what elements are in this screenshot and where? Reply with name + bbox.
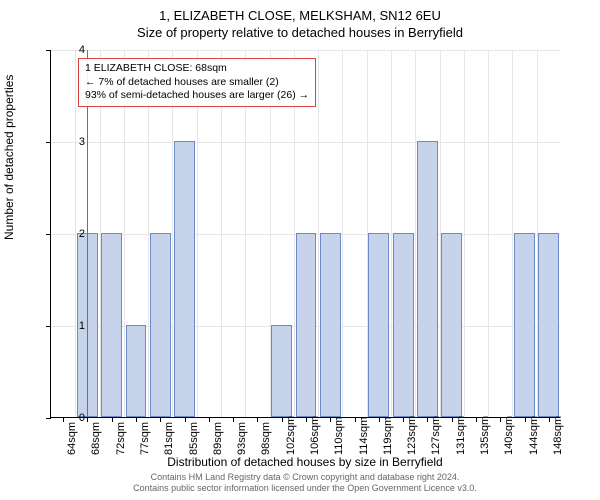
- x-tick-label: 81sqm: [163, 422, 175, 455]
- bar: [514, 233, 535, 417]
- y-tick-label: 3: [79, 136, 85, 148]
- bar: [538, 233, 559, 417]
- bar: [296, 233, 317, 417]
- bar: [174, 141, 195, 417]
- x-tick-label: 114sqm: [358, 417, 370, 455]
- x-tick-label: 89sqm: [212, 422, 224, 455]
- x-tick-label: 140sqm: [503, 416, 515, 455]
- title-main: 1, ELIZABETH CLOSE, MELKSHAM, SN12 6EU: [0, 0, 600, 23]
- y-tick-label: 0: [79, 412, 85, 424]
- x-tick-label: 127sqm: [430, 416, 442, 455]
- bar: [320, 233, 341, 417]
- x-axis-label: Distribution of detached houses by size …: [50, 455, 560, 469]
- x-tick-label: 98sqm: [260, 422, 272, 455]
- y-tick-label: 4: [79, 44, 85, 56]
- chart-container: 1, ELIZABETH CLOSE, MELKSHAM, SN12 6EU S…: [0, 0, 600, 500]
- x-tick-label: 144sqm: [528, 416, 540, 455]
- info-line-3: 93% of semi-detached houses are larger (…: [85, 89, 309, 103]
- bar: [101, 233, 122, 417]
- bar: [271, 325, 292, 417]
- x-tick-label: 119sqm: [382, 417, 394, 455]
- x-tick-label: 110sqm: [333, 417, 345, 455]
- x-tick-label: 123sqm: [406, 416, 418, 455]
- y-tick-label: 2: [79, 228, 85, 240]
- gridline-v: [342, 50, 343, 417]
- x-tick-label: 131sqm: [455, 416, 467, 455]
- title-subtitle: Size of property relative to detached ho…: [0, 23, 600, 40]
- footer-line-1: Contains HM Land Registry data © Crown c…: [50, 472, 560, 483]
- gridline-v: [488, 50, 489, 417]
- x-tick-label: 72sqm: [115, 422, 127, 455]
- gridline-h: [51, 142, 560, 143]
- info-box: 1 ELIZABETH CLOSE: 68sqm ← 7% of detache…: [78, 58, 316, 107]
- x-tick-label: 102sqm: [285, 416, 297, 455]
- x-tick-label: 77sqm: [139, 422, 151, 455]
- y-axis-label: Number of detached properties: [2, 75, 16, 240]
- bar: [441, 233, 462, 417]
- x-tick-label: 135sqm: [479, 416, 491, 455]
- x-tick-label: 93sqm: [236, 422, 248, 455]
- x-tick-label: 64sqm: [66, 422, 78, 455]
- x-tick-label: 148sqm: [552, 416, 564, 455]
- info-line-2: ← 7% of detached houses are smaller (2): [85, 76, 309, 90]
- bar: [393, 233, 414, 417]
- x-tick-label: 106sqm: [309, 416, 321, 455]
- gridline-v: [464, 50, 465, 417]
- bar: [368, 233, 389, 417]
- x-tick-label: 68sqm: [90, 422, 102, 455]
- x-tick-label: 85sqm: [188, 422, 200, 455]
- info-line-1: 1 ELIZABETH CLOSE: 68sqm: [85, 62, 309, 76]
- gridline-h: [51, 50, 560, 51]
- bar: [126, 325, 147, 417]
- y-tick-label: 1: [79, 320, 85, 332]
- footer-line-2: Contains public sector information licen…: [50, 483, 560, 494]
- bar: [417, 141, 438, 417]
- bar: [150, 233, 171, 417]
- footer: Contains HM Land Registry data © Crown c…: [50, 472, 560, 494]
